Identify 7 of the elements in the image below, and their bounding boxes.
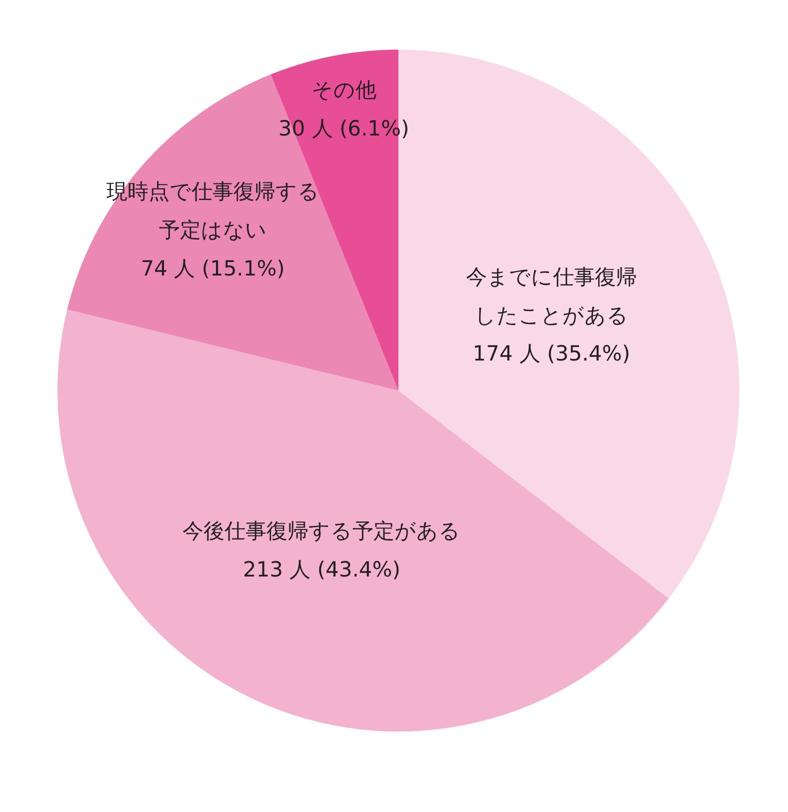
data-label: 174 人 (35.4%)	[472, 342, 630, 366]
slice-label: 今までに仕事復帰したことがある	[466, 264, 637, 328]
slice-label: 今後仕事復帰する予定がある	[182, 519, 461, 544]
data-label: 213 人 (43.4%)	[242, 558, 400, 582]
data-label: 74 人 (15.1%)	[140, 256, 285, 280]
slice-label: その他	[311, 78, 376, 102]
slice-label: 現時点で仕事復帰する予定はない	[106, 180, 320, 242]
